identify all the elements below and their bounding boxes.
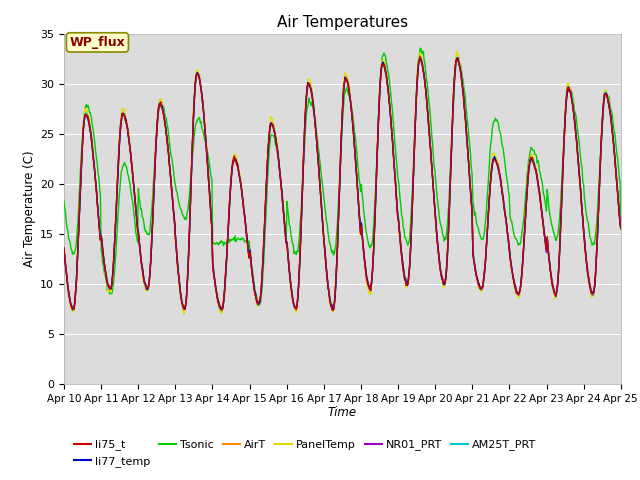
Y-axis label: Air Temperature (C): Air Temperature (C) — [23, 151, 36, 267]
Text: WP_flux: WP_flux — [70, 36, 125, 49]
Title: Air Temperatures: Air Temperatures — [277, 15, 408, 30]
X-axis label: Time: Time — [328, 407, 357, 420]
Legend: li75_t, li77_temp, Tsonic, AirT, PanelTemp, NR01_PRT, AM25T_PRT: li75_t, li77_temp, Tsonic, AirT, PanelTe… — [70, 435, 541, 471]
